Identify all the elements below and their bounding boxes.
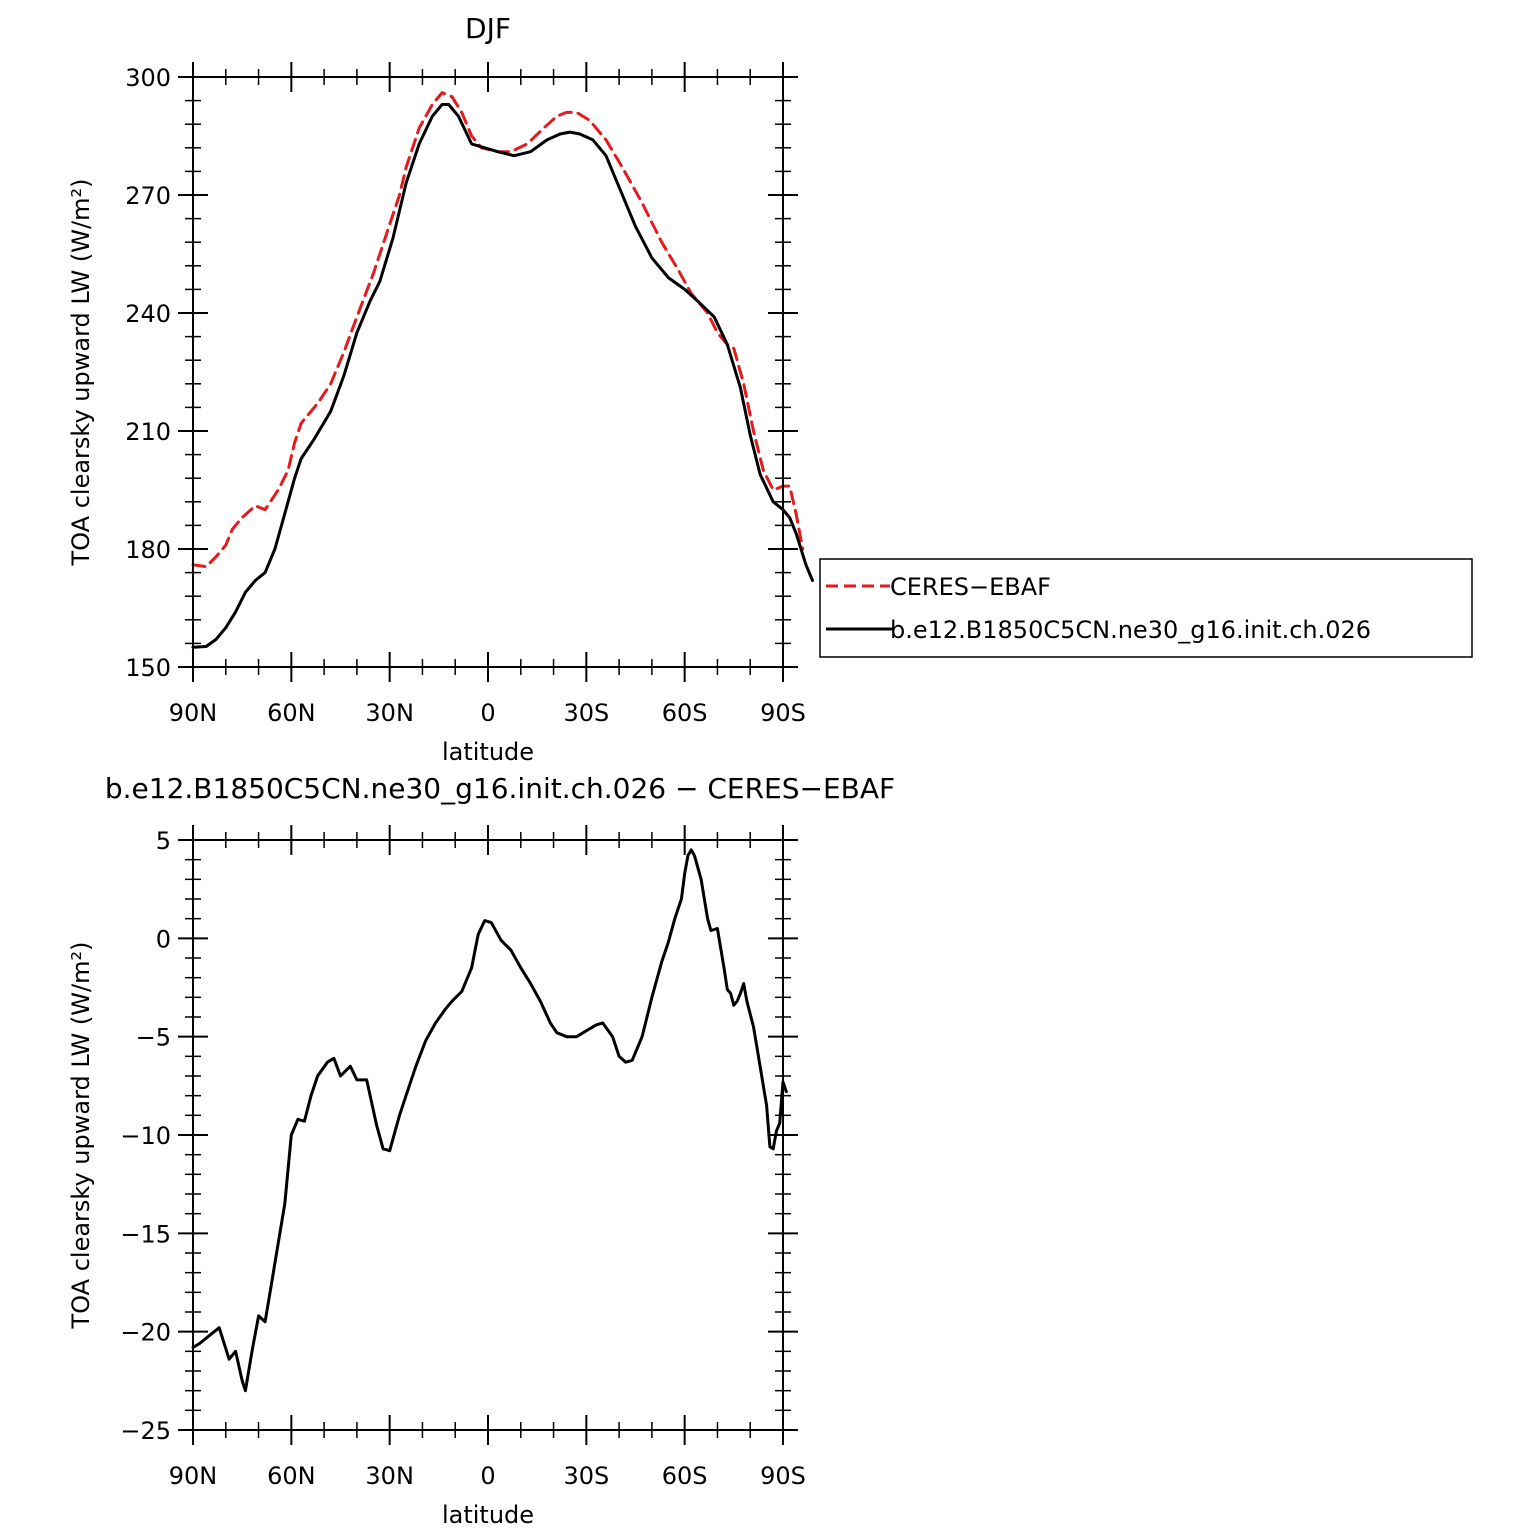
y-tick-label: 5 xyxy=(156,827,171,855)
x-tick-label: 90S xyxy=(760,699,806,727)
bottom-y-axis-label: TOA clearsky upward LW (W/m²) xyxy=(67,942,95,1330)
y-tick-label: 270 xyxy=(125,182,171,210)
y-tick-label: −5 xyxy=(136,1024,171,1052)
x-tick-label: 0 xyxy=(480,699,495,727)
y-tick-label: 0 xyxy=(156,925,171,953)
bottom-chart-title: b.e12.B1850C5CN.ne30_g16.init.ch.026 − C… xyxy=(105,772,895,805)
y-tick-label: 210 xyxy=(125,418,171,446)
x-tick-label: 30N xyxy=(365,1462,414,1490)
series-line-ceres-ebaf xyxy=(191,91,805,569)
y-tick-label: 240 xyxy=(125,300,171,328)
y-tick-label: 150 xyxy=(125,654,171,682)
top-axes: 150 180 210 240 270 300 90N 60N 30N 0 30S 60S 90S xyxy=(125,62,806,727)
legend-entry-model: b.e12.B1850C5CN.ne30_g16.init.ch.026 xyxy=(890,616,1371,644)
legend-box xyxy=(819,558,1473,658)
bottom-x-axis-label: latitude xyxy=(442,1501,534,1529)
series-line-difference xyxy=(191,848,788,1393)
x-tick-label: 60N xyxy=(267,1462,316,1490)
x-tick-label: 0 xyxy=(480,1462,495,1490)
x-tick-label: 90N xyxy=(169,1462,218,1490)
bottom-panel: b.e12.B1850C5CN.ne30_g16.init.ch.026 − C… xyxy=(67,772,895,1529)
bottom-series xyxy=(191,848,788,1393)
y-tick-label: 300 xyxy=(125,64,171,92)
top-plot-frame xyxy=(192,76,784,668)
x-tick-label: 90N xyxy=(169,699,218,727)
x-tick-label: 30S xyxy=(563,1462,609,1490)
series-line-b-e12-b1850c5cn-ne30-g16-init-ch-026 xyxy=(191,103,814,649)
x-tick-label: 60S xyxy=(662,699,708,727)
top-y-axis-label: TOA clearsky upward LW (W/m²) xyxy=(67,179,95,567)
y-tick-label: 180 xyxy=(125,536,171,564)
bottom-plot-frame xyxy=(192,839,784,1431)
bottom-axes: −25 −20 −15 −10 −5 0 5 90N 60N 30N 0 30S 60S 90S xyxy=(120,825,806,1490)
y-tick-label: −15 xyxy=(120,1220,171,1248)
x-tick-label: 60S xyxy=(662,1462,708,1490)
top-chart-title: DJF xyxy=(465,12,511,45)
legend-entry-ceres-ebaf: CERES−EBAF xyxy=(890,573,1051,601)
x-tick-label: 30S xyxy=(563,699,609,727)
legend: CERES−EBAF b.e12.B1850C5CN.ne30_g16.init… xyxy=(819,558,1473,658)
x-tick-label: 60N xyxy=(267,699,316,727)
y-tick-label: −25 xyxy=(120,1417,171,1445)
y-tick-label: −10 xyxy=(120,1122,171,1150)
y-tick-label: −20 xyxy=(120,1319,171,1347)
top-series xyxy=(191,91,814,649)
x-tick-label: 90S xyxy=(760,1462,806,1490)
top-panel: DJF 150 180 210 240 270 300 90N 60N 30N 0 30S 60S 90… xyxy=(67,12,814,766)
x-tick-label: 30N xyxy=(365,699,414,727)
top-x-axis-label: latitude xyxy=(442,738,534,766)
